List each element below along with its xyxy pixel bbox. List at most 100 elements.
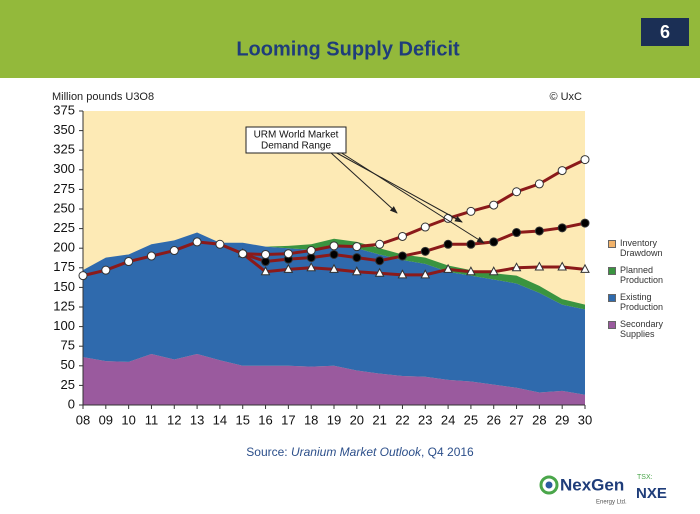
- y-tick-label: 225: [53, 220, 75, 235]
- logo-exchange: TSX:: [637, 474, 653, 481]
- demand-marker: [397, 251, 407, 261]
- demand-marker: [261, 249, 271, 259]
- demand-marker: [466, 206, 476, 216]
- demand-marker: [283, 263, 294, 273]
- demand-marker: [557, 166, 567, 176]
- legend-swatch: [608, 240, 616, 248]
- x-tick-label: 23: [418, 412, 432, 427]
- demand-line: [241, 252, 586, 277]
- source-prefix: Source:: [246, 445, 287, 459]
- legend-label: Secondary Supplies: [620, 319, 664, 339]
- demand-marker: [489, 200, 499, 210]
- header-band: [0, 0, 700, 78]
- logo: NexGen Energy Ltd. TSX: NXE: [539, 474, 667, 506]
- y-tick-label: 50: [61, 357, 75, 372]
- x-tick-label: 17: [281, 412, 295, 427]
- y-tick-label: 200: [53, 240, 75, 255]
- y-tick-label: 375: [53, 102, 75, 117]
- x-tick-label: 13: [190, 412, 204, 427]
- demand-marker: [466, 239, 476, 249]
- x-tick-label: 27: [509, 412, 523, 427]
- demand-marker: [420, 246, 430, 256]
- demand-marker: [283, 249, 293, 259]
- annotation-arrow: [334, 151, 463, 223]
- credit: © UxC: [549, 91, 582, 103]
- y-axis-label: Million pounds U3O8: [52, 91, 154, 103]
- legend-swatch: [608, 294, 616, 302]
- demand-marker: [397, 231, 407, 241]
- legend-swatch: [608, 267, 616, 275]
- demand-marker: [101, 265, 111, 275]
- demand-marker: [351, 266, 362, 276]
- x-tick-label: 10: [121, 412, 135, 427]
- annotation-text: URM World Market: [254, 130, 339, 141]
- y-tick-label: 275: [53, 181, 75, 196]
- demand-marker: [146, 251, 156, 261]
- demand-marker: [329, 249, 339, 259]
- annotation-arrow: [329, 151, 398, 214]
- x-tick-label: 09: [99, 412, 113, 427]
- demand-marker: [580, 155, 590, 165]
- x-tick-label: 24: [441, 412, 455, 427]
- logo-ticker: NXE: [636, 485, 667, 502]
- demand-marker: [329, 241, 339, 251]
- y-tick-label: 125: [53, 298, 75, 313]
- y-tick-label: 300: [53, 161, 75, 176]
- x-tick-label: 15: [235, 412, 249, 427]
- demand-marker: [352, 253, 362, 263]
- demand-marker: [352, 242, 362, 252]
- y-tick-label: 325: [53, 142, 75, 157]
- y-tick-label: 350: [53, 122, 75, 137]
- demand-marker: [534, 261, 545, 271]
- demand-marker: [443, 239, 453, 249]
- demand-marker: [488, 266, 499, 276]
- legend-label: Inventory Drawdown: [620, 238, 663, 258]
- y-tick-label: 100: [53, 318, 75, 333]
- demand-line: [242, 221, 586, 264]
- demand-marker: [397, 269, 408, 279]
- demand-marker: [511, 262, 522, 272]
- x-tick-label: 18: [304, 412, 318, 427]
- x-tick-label: 21: [372, 412, 386, 427]
- legend-label: Existing Production: [620, 292, 664, 312]
- annotation-box: [245, 126, 347, 154]
- annotation: URM World Market Demand Range: [245, 126, 485, 244]
- logo-subtitle: Energy Ltd.: [596, 500, 627, 506]
- y-tick-label: 0: [68, 396, 75, 411]
- demand-marker: [215, 239, 225, 249]
- demand-marker: [443, 263, 453, 273]
- demand-marker: [329, 263, 339, 273]
- area: [83, 354, 585, 405]
- x-tick-label: 30: [578, 412, 592, 427]
- page-number-box: [641, 18, 689, 46]
- demand-marker: [420, 269, 431, 279]
- source-note: Source: Uranium Market Outlook, Q4 2016: [246, 445, 474, 459]
- annotation-text: Demand Range: [261, 141, 331, 152]
- annotation-arrow: [339, 151, 485, 244]
- demand-marker: [466, 266, 476, 276]
- demand-marker: [512, 228, 522, 238]
- demand-marker: [375, 256, 385, 266]
- x-tick-label: 12: [167, 412, 181, 427]
- legend-item: Existing Production: [608, 292, 688, 319]
- x-tick-label: 29: [555, 412, 569, 427]
- x-tick-label: 11: [145, 412, 159, 427]
- demand-marker: [489, 237, 499, 247]
- x-tick-label: 26: [486, 412, 500, 427]
- x-tick-label: 25: [464, 412, 478, 427]
- demand-marker: [306, 246, 316, 256]
- demand-marker: [580, 263, 590, 273]
- legend-item: Secondary Supplies: [608, 319, 688, 346]
- demand-marker: [238, 249, 248, 259]
- demand-marker: [512, 187, 522, 197]
- x-tick-label: 20: [350, 412, 364, 427]
- demand-marker: [260, 266, 271, 276]
- x-tick-label: 19: [327, 412, 341, 427]
- legend-label: Planned Production: [620, 265, 664, 285]
- demand-marker: [192, 237, 202, 247]
- legend-item: Inventory Drawdown: [608, 238, 688, 265]
- demand-marker: [557, 223, 567, 233]
- x-tick-label: 14: [213, 412, 227, 427]
- x-tick-label: 22: [395, 412, 409, 427]
- legend: Inventory Drawdown Planned Production Exis…: [608, 238, 688, 346]
